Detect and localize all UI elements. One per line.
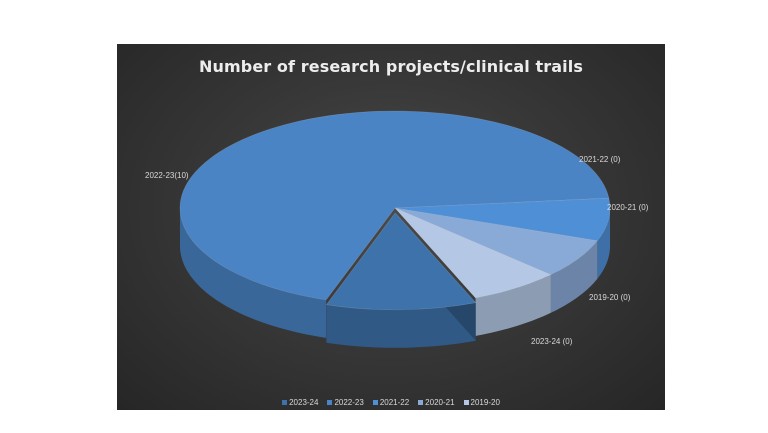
legend-label-2022-23: 2022-23 xyxy=(334,398,364,407)
legend-item-2019-20: 2019-20 xyxy=(463,398,500,407)
legend-swatch-2023-24 xyxy=(282,400,288,405)
legend-swatch-2019-20 xyxy=(463,400,469,405)
data-label-2021-22: 2021-22 (0) xyxy=(579,155,621,164)
pie-side-2022-23 xyxy=(180,208,327,338)
data-label-2022-23: 2022-23(10) xyxy=(145,171,189,180)
pie-side-2023-24 xyxy=(326,302,476,348)
legend-swatch-2021-22 xyxy=(372,400,378,405)
data-label-2019-20: 2019-20 (0) xyxy=(589,293,631,302)
chart-panel: Number of research projects/clinical tra… xyxy=(117,44,665,410)
pie-side-2021-22 xyxy=(597,208,610,279)
legend-item-2021-22: 2021-22 xyxy=(372,398,410,407)
legend-item-2022-23: 2022-23 xyxy=(327,398,364,407)
legend-label-2021-22: 2021-22 xyxy=(379,398,410,407)
legend-label-2020-21: 2020-21 xyxy=(425,398,455,407)
legend-swatch-2020-21 xyxy=(418,400,424,405)
legend-label-2023-24: 2023-24 xyxy=(289,398,319,407)
legend-swatch-2022-23 xyxy=(327,400,333,405)
legend-item-2020-21: 2020-21 xyxy=(418,398,455,407)
pie-slice-2020-21 xyxy=(394,207,598,276)
legend-label-2019-20: 2019-20 xyxy=(470,398,500,407)
pie-slice-2019-20 xyxy=(394,207,552,299)
pie-chart: 2023-24 (0) 2022-23(10) 2021-22 (0) 2020-21… xyxy=(145,110,649,348)
pie-slice-2021-22 xyxy=(394,197,611,242)
data-label-2020-21: 2020-21 (0) xyxy=(607,203,649,212)
legend-item-2023-24: 2023-24 xyxy=(282,398,318,407)
pie-slice-2022-23 xyxy=(179,110,610,301)
chart-legend: 2023-24 2022-23 2021-22 2020-21 2019-20 xyxy=(117,398,665,407)
chart-title: Number of research projects/clinical tra… xyxy=(199,57,583,76)
pie-side-2019-20 xyxy=(475,274,551,336)
pie-slice-2023-24 xyxy=(325,212,477,311)
data-label-2023-24: 2023-24 (0) xyxy=(531,337,573,346)
pie-side-2020-21 xyxy=(550,240,598,313)
